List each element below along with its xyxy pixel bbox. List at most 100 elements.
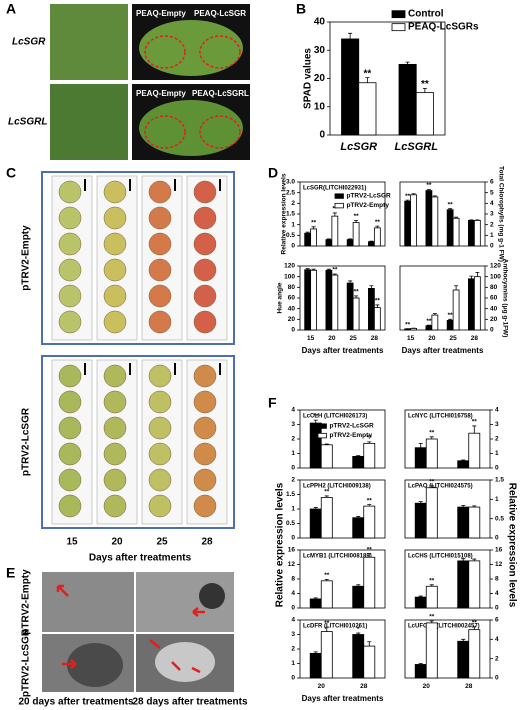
- error-bar: [356, 584, 361, 587]
- bar: [346, 282, 354, 331]
- scale-bar: [84, 179, 86, 191]
- fruit: [58, 442, 82, 466]
- bar: [425, 585, 438, 609]
- significance-label: **: [354, 289, 360, 296]
- bar: [425, 325, 433, 331]
- error-bar: [472, 425, 477, 434]
- y-axis-label: Relative expression levels: [506, 483, 517, 608]
- y-tick-label: 0: [495, 675, 499, 682]
- y-tick-label: 0: [291, 535, 295, 542]
- infiltration-area: [199, 115, 241, 149]
- y-tick-label: 20: [288, 316, 296, 323]
- x-tick-label: 20: [423, 683, 431, 690]
- error-bar: [432, 195, 437, 197]
- significance-label: **: [367, 546, 373, 553]
- y-tick-label: 1: [291, 221, 295, 228]
- significance-label: **: [332, 206, 338, 213]
- y-axis-label: Relative expression levels: [275, 482, 286, 607]
- y-tick-label: 4: [291, 590, 295, 597]
- infiltration-area: [199, 35, 241, 69]
- fruit: [148, 258, 172, 282]
- significance-label: **: [448, 312, 454, 319]
- group-label: pTRV2-Empty: [21, 225, 32, 291]
- plot-frame: [404, 409, 491, 469]
- significance-label: **: [421, 79, 429, 90]
- error-bar: [313, 419, 318, 424]
- y-tick-label: 40: [490, 305, 498, 312]
- x-tick-label: LcSGR: [340, 141, 377, 153]
- y-tick-label: 120: [490, 263, 501, 270]
- fruit: [58, 206, 82, 230]
- fruit: [193, 390, 217, 414]
- significance-label: **: [429, 430, 435, 437]
- bar: [425, 487, 438, 539]
- error-bar: [313, 651, 318, 654]
- error-bar: [461, 505, 466, 508]
- bar: [425, 190, 433, 247]
- y-tick-label: 0.5: [286, 232, 295, 239]
- fruit: [148, 390, 172, 414]
- bar: [352, 517, 365, 539]
- infiltration-area: [144, 115, 186, 149]
- legend-label: PEAQ-LcSGRs: [408, 22, 479, 33]
- fruit: [148, 284, 172, 308]
- x-tick-label: 28: [465, 683, 473, 690]
- fruit: [148, 310, 172, 334]
- error-bar: [369, 285, 374, 289]
- panel-label: C: [6, 165, 16, 181]
- error-bar: [418, 501, 423, 504]
- fruit: [58, 310, 82, 334]
- significance-label: **: [375, 219, 381, 226]
- legend-label: pTRV2-Empty: [346, 202, 389, 209]
- plot-frame: [299, 619, 386, 679]
- legend-label: pTRV2-LcSGR: [329, 423, 374, 430]
- bar: [304, 269, 312, 331]
- significance-label: **: [367, 435, 373, 442]
- y-tick-label: 1: [495, 496, 499, 503]
- chart-title: LcSGR(LITCHI022931): [303, 186, 366, 192]
- y-tick-label: 0: [495, 605, 499, 612]
- fruit: [58, 494, 82, 518]
- plot-frame: [399, 181, 486, 247]
- bar: [325, 239, 333, 247]
- bar: [457, 506, 470, 539]
- error-bar: [367, 553, 372, 558]
- group-label: pTRV2-LcSGR: [21, 628, 32, 697]
- y-axis-label: SPAD values: [303, 48, 314, 109]
- leaf-label: PEAQ-LcSGR: [194, 9, 246, 18]
- fruit: [148, 232, 172, 256]
- x-tick-label: 25: [450, 335, 458, 342]
- fruit: [193, 310, 217, 334]
- plot-frame: [404, 549, 491, 609]
- bar: [452, 217, 460, 247]
- plot-frame: [404, 619, 491, 679]
- significance-label: **: [429, 614, 435, 621]
- y-tick-label: 10: [314, 101, 326, 112]
- y-tick-label: 2: [490, 221, 494, 228]
- column-label: 28 days after treatments: [132, 697, 247, 708]
- bar: [457, 460, 470, 469]
- error-bar: [426, 189, 431, 191]
- x-tick-label: 20: [318, 683, 326, 690]
- significance-label: **: [363, 68, 371, 79]
- error-bar: [418, 595, 423, 598]
- group-label: pTRV2-Empty: [21, 569, 32, 635]
- x-tick-label: 15: [307, 335, 315, 342]
- legend-swatch: [334, 202, 344, 209]
- group-frame: [41, 171, 235, 345]
- bar: [358, 82, 377, 136]
- error-bar: [324, 495, 329, 498]
- legend-label: Control: [408, 9, 444, 20]
- significance-label: **: [375, 298, 381, 305]
- bar: [320, 631, 333, 679]
- plant-photo: [50, 84, 128, 160]
- significance-label: **: [429, 479, 435, 486]
- chart-title: LcPAO (LITCHI024575): [408, 484, 473, 490]
- organelle: [199, 583, 225, 609]
- bar: [310, 228, 317, 247]
- bar: [414, 502, 427, 539]
- y-tick-label: 100: [284, 273, 295, 280]
- error-bar: [422, 87, 427, 93]
- plot-frame: [399, 265, 486, 331]
- legend-swatch: [317, 423, 327, 429]
